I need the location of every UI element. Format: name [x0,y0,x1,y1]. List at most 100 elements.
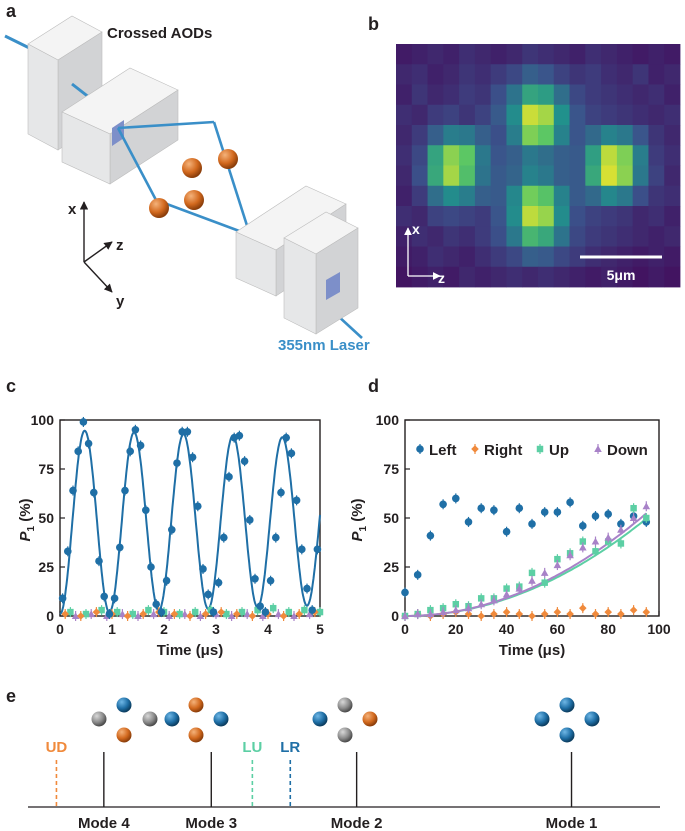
laser-label: 355nm Laser [278,337,370,354]
heatmap-cell [648,104,665,126]
heatmap-cell [427,165,444,187]
point-left [90,488,98,497]
heatmap-cell [427,44,444,65]
point-down [540,569,549,576]
heatmap-cell [443,64,460,85]
point-up [113,608,121,616]
point-up [477,595,485,602]
point-right [139,610,147,618]
heatmap-cell [490,165,507,187]
heatmap-cell [396,266,413,288]
point-left [84,439,93,448]
heatmap-cell [538,165,555,187]
heatmap-cell [474,104,492,126]
point-left [246,516,254,524]
heatmap-cell [506,44,523,65]
point-right [642,608,651,616]
heatmap-cell [601,125,618,146]
point-right [579,604,587,612]
heatmap-cell [443,44,460,65]
point-down [452,606,460,614]
point-left [178,427,186,436]
heatmap-cell [411,145,428,166]
point-up [643,514,650,522]
heatmap-cell [490,145,507,166]
heatmap-cell [427,125,444,146]
point-left [214,578,223,587]
heatmap-cell [538,246,555,268]
heatmap-cell [616,266,634,288]
point-left [74,447,82,456]
heatmap-cell [411,185,428,207]
chart-d-axes: 0 20 40 60 80 100 0 25 50 75 100 [376,412,671,637]
chart-d-ylabel-sub: 1 [358,526,369,532]
heatmap-cell [490,226,507,247]
heatmap-cell [632,165,649,187]
point-left [413,571,422,579]
heatmap-cell [396,226,413,247]
panel-a-setup: x z y Crossed AODs 355nm Laser [4,15,370,354]
heatmap-cell [474,226,492,247]
heatmap-cell [411,165,428,187]
heatmap-cell [538,266,555,288]
heatmap-cell [459,165,476,187]
point-right [553,608,562,616]
heatmap-cell [585,104,602,126]
heatmap-cell [443,266,460,288]
heatmap-cell [601,185,618,207]
point-left [617,520,625,528]
heatmap-cell [411,84,428,106]
heatmap-cell [569,104,586,126]
point-up [316,608,324,616]
heatmap-cell [601,206,618,227]
chart-d-ylabel: P1 (%) [349,498,369,541]
axis-label-y: y [116,293,125,310]
heatmap-cell [632,185,649,207]
heatmap-cell [538,145,555,166]
chart-d-legend: Left Right Up Down [416,442,648,459]
heatmap-cell [506,246,523,268]
heatmap-cell [474,165,492,187]
x-tick-label: 80 [600,621,616,637]
heatmap-cell [632,104,649,126]
heatmap-cell [632,44,649,65]
heatmap-cell [632,125,649,146]
heatmap-cell [459,84,476,106]
heatmap-cell [664,185,681,207]
point-down [566,551,574,559]
point-left [452,494,460,503]
heatmap-cell [396,104,413,126]
point-down [134,612,142,620]
transition-label: UD [46,739,68,756]
heatmap-cell [538,64,555,85]
heatmap-cell [427,64,444,85]
heatmap-cell [411,125,428,146]
chart-c-ylabel: P1 (%) [17,498,37,541]
panel-label-d: d [368,376,379,396]
point-down [439,608,447,616]
heatmap-cell [616,206,634,227]
heatmap-cell [569,226,586,247]
heatmap-cell [553,226,570,247]
point-up [176,610,183,618]
heatmap-cell [443,165,460,187]
heatmap-cell [616,226,634,247]
heatmap-cell [601,226,618,247]
heatmap-cell [396,206,413,227]
point-right [279,612,288,620]
heatmap-cell [522,145,539,166]
point-up [238,608,246,616]
point-right [464,610,473,618]
x-tick-label: 0 [56,621,64,637]
x-tick-label: 1 [108,621,116,637]
heatmap-cell [522,84,539,106]
point-left [110,594,119,603]
ion-2 [218,149,238,169]
heatmap-cell [648,206,665,227]
point-left [162,576,171,585]
point-left [64,547,72,556]
heatmap-cell [459,266,476,288]
heatmap-cell [601,165,618,187]
heatmap-cell [427,104,444,126]
